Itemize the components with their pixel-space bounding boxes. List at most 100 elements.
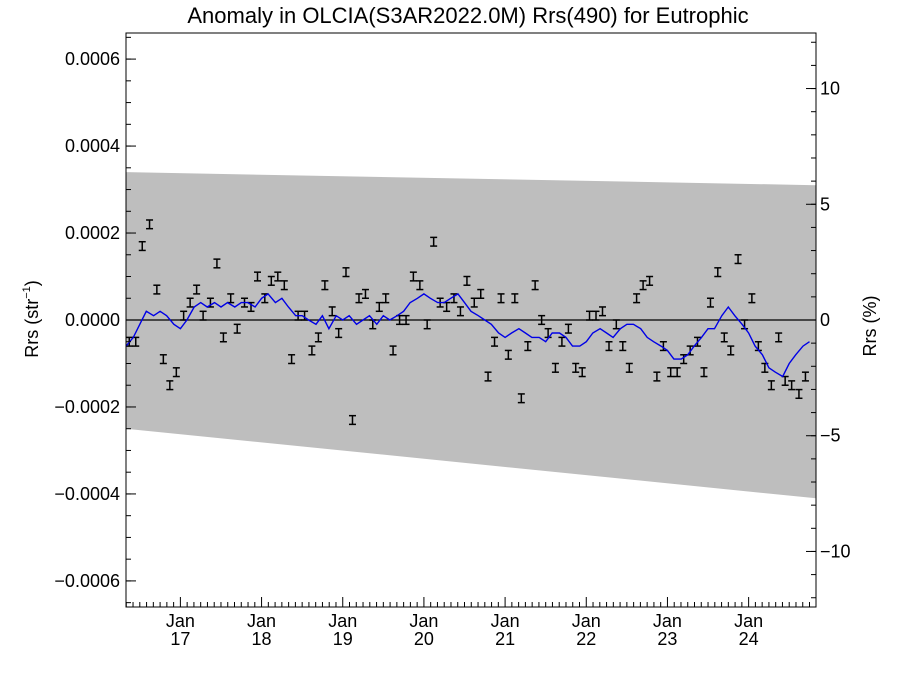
anomaly-point (153, 284, 161, 295)
y-tick-label-right: 10 (820, 79, 840, 99)
anomaly-point (314, 332, 322, 343)
anomaly-point (727, 345, 735, 356)
anomaly-point (199, 310, 207, 321)
anomaly-point (673, 367, 681, 378)
y-tick-label-left: 0.0002 (65, 223, 120, 243)
x-tick-label-year: 23 (657, 629, 677, 649)
anomaly-point (280, 280, 288, 291)
anomaly-point (463, 275, 471, 286)
anomaly-point (308, 345, 316, 356)
x-tick-label-month: Jan (409, 611, 438, 631)
anomaly-point (389, 345, 397, 356)
anomaly-point (511, 293, 519, 304)
anomaly-point (254, 271, 262, 282)
x-tick-label-year: 20 (414, 629, 434, 649)
x-tick-label-month: Jan (734, 611, 763, 631)
x-tick-label-year: 24 (739, 629, 759, 649)
anomaly-point (146, 219, 154, 230)
anomaly-point (646, 275, 654, 286)
anomaly-point (456, 306, 464, 317)
y-tick-label-right: −10 (820, 541, 851, 561)
smoothed-series-line (125, 292, 810, 378)
anomaly-point (416, 280, 424, 291)
anomaly-point (801, 371, 809, 382)
chart-title: Anomaly in OLCIA(S3AR2022.0M) Rrs(490) f… (187, 3, 748, 28)
anomaly-point (328, 306, 336, 317)
anomaly-point (633, 293, 641, 304)
anomaly-point (321, 280, 329, 291)
anomaly-point (335, 327, 343, 339)
y-tick-label-right: 5 (820, 194, 830, 214)
anomaly-point (172, 367, 180, 378)
anomaly-point (775, 332, 783, 343)
x-tick-label-month: Jan (166, 611, 195, 631)
anomaly-point (497, 293, 505, 304)
anomaly-point (470, 297, 478, 308)
y-axis-label-left-text: Rrs (str (22, 299, 42, 358)
anomaly-point (517, 393, 525, 404)
anomaly-point (734, 254, 742, 265)
anomaly-point (504, 349, 512, 360)
x-tick-label-year: 22 (576, 629, 596, 649)
anomaly-point (267, 275, 275, 286)
anomaly-point (430, 236, 438, 247)
anomaly-point (612, 319, 620, 330)
x-tick-label-year: 17 (170, 629, 190, 649)
y-tick-label-left: −0.0006 (54, 571, 120, 591)
y-tick-label-left: 0.0000 (65, 310, 120, 330)
anomaly-point (653, 371, 661, 382)
anomaly-point (288, 354, 296, 365)
axes: 0.0006 0.0004 0.0002 0.0000 −0.0002 −0.0004 −0… (54, 32, 851, 649)
y-tick-label-left: −0.0004 (54, 484, 120, 504)
anomaly-point (274, 271, 282, 282)
anomaly-point (477, 288, 485, 300)
x-tick-label-year: 21 (495, 629, 515, 649)
plot-area (125, 172, 816, 499)
anomaly-point (375, 301, 383, 313)
anomaly-point (219, 332, 227, 343)
anomaly-point (538, 314, 546, 326)
y-tick-label-left: −0.0002 (54, 397, 120, 417)
anomaly-point (605, 340, 613, 352)
anomaly-point (138, 240, 146, 252)
anomaly-point (714, 267, 722, 278)
anomaly-point (166, 380, 174, 391)
anomaly-point (551, 362, 559, 373)
anomaly-point (348, 414, 356, 426)
anomaly-point (625, 362, 633, 373)
anomaly-point (524, 340, 532, 352)
anomaly-point (193, 284, 201, 295)
y-axis-label-left-close: ) (22, 280, 42, 286)
anomaly-point (788, 380, 796, 391)
x-tick-label-month: Jan (653, 611, 682, 631)
y-axis-label-right: Rrs (%) (860, 296, 880, 357)
x-tick-label-month: Jan (328, 611, 357, 631)
anomaly-point (667, 367, 675, 378)
anomaly-point (619, 340, 627, 352)
anomaly-point (342, 267, 350, 278)
anomaly-point (180, 310, 188, 321)
anomaly-point (423, 319, 431, 330)
anomaly-point (213, 258, 221, 269)
y-axis-label-left: Rrs (str−1) (21, 280, 42, 358)
anomaly-point (586, 310, 594, 321)
anomaly-point (680, 354, 688, 365)
anomaly-point (491, 336, 499, 347)
uncertainty-band (126, 172, 816, 499)
y-axis-label-left-exponent: −1 (21, 286, 33, 299)
anomaly-point (564, 323, 572, 334)
anomaly-point (409, 271, 417, 282)
anomaly-point (186, 297, 194, 308)
anomaly-point (450, 293, 458, 304)
anomaly-point (748, 293, 756, 304)
anomaly-point (233, 323, 241, 334)
anomaly-point (361, 288, 369, 300)
anomaly-point (159, 354, 167, 365)
anomaly-point (578, 367, 586, 378)
x-tick-label-year: 19 (333, 629, 353, 649)
anomaly-point (558, 336, 566, 347)
anomaly-point (382, 293, 390, 304)
x-tick-label-month: Jan (491, 611, 520, 631)
anomaly-point (402, 314, 410, 326)
